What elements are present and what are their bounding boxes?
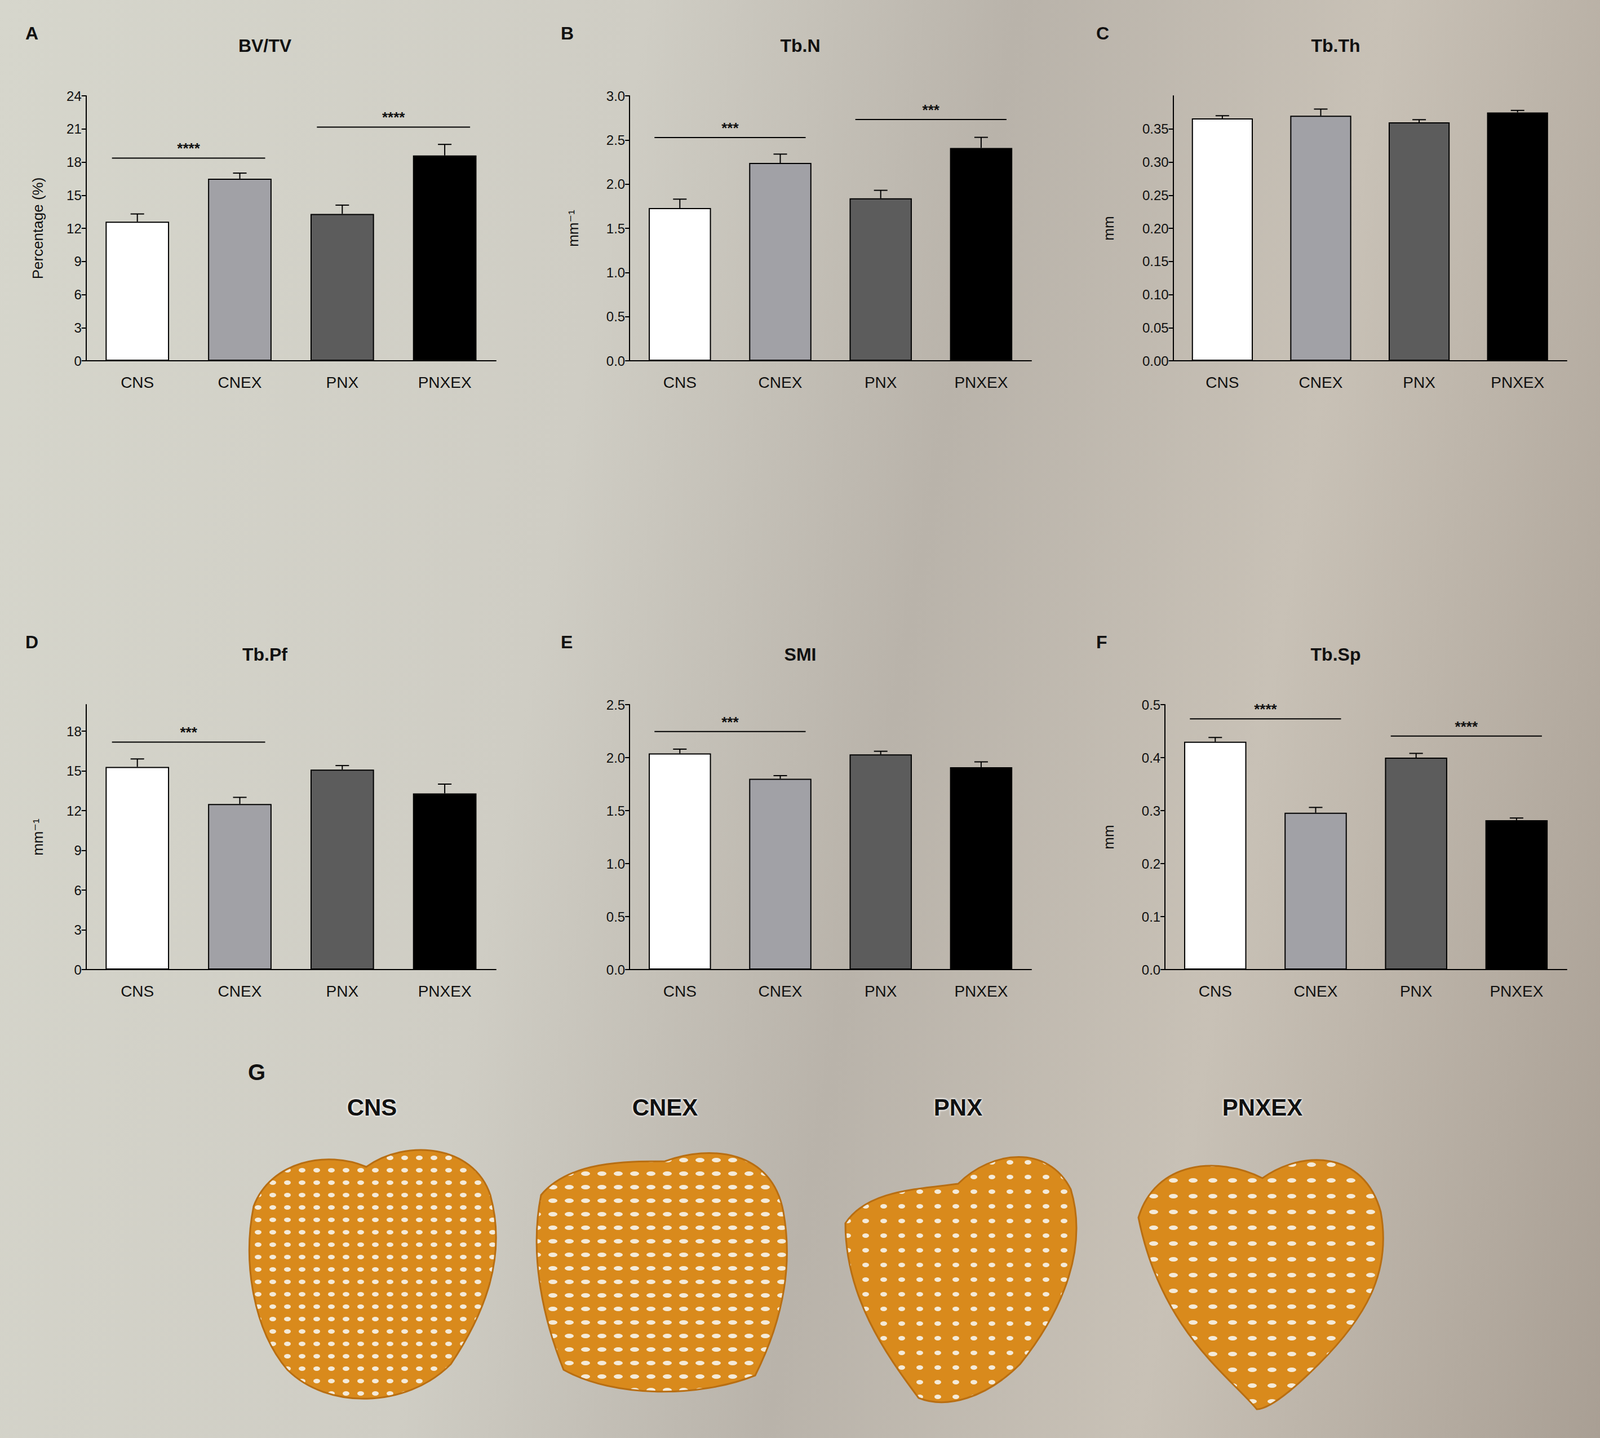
svg-text:CNEX: CNEX: [218, 373, 263, 392]
svg-text:0.25: 0.25: [1142, 187, 1169, 203]
svg-text:0.30: 0.30: [1142, 154, 1169, 170]
svg-text:1.0: 1.0: [606, 264, 626, 281]
svg-text:0: 0: [73, 962, 82, 978]
svg-text:CNEX: CNEX: [1299, 373, 1344, 392]
svg-text:B: B: [560, 23, 574, 44]
svg-text:***: ***: [721, 713, 739, 731]
svg-text:PNXEX: PNXEX: [954, 982, 1008, 1000]
svg-text:0.20: 0.20: [1142, 220, 1169, 237]
svg-text:Percentage (%): Percentage (%): [29, 177, 47, 280]
svg-text:1.0: 1.0: [606, 856, 626, 872]
svg-text:3: 3: [73, 320, 82, 336]
svg-text:Tb.Th: Tb.Th: [1310, 35, 1360, 56]
svg-text:12: 12: [66, 803, 82, 819]
svg-text:CNS: CNS: [120, 982, 154, 1000]
svg-text:***: ***: [721, 119, 739, 137]
svg-text:E: E: [560, 631, 573, 653]
svg-text:3.0: 3.0: [606, 88, 626, 104]
svg-text:****: ****: [1455, 717, 1479, 735]
html-text:G: G: [247, 1059, 266, 1085]
svg-text:0.5: 0.5: [1141, 697, 1161, 713]
svg-text:CNS: CNS: [1205, 373, 1239, 392]
svg-text:CNS: CNS: [663, 982, 697, 1000]
svg-text:PNXEX: PNXEX: [418, 982, 472, 1000]
svg-text:****: ****: [382, 108, 406, 126]
svg-text:PNXEX: PNXEX: [954, 373, 1008, 392]
svg-text:0.0: 0.0: [1141, 962, 1161, 978]
svg-text:PNX: PNX: [864, 373, 898, 392]
svg-text:PNXEX: PNXEX: [1489, 982, 1544, 1000]
svg-text:0.2: 0.2: [1141, 856, 1161, 872]
svg-text:mm⁻¹: mm⁻¹: [564, 209, 582, 247]
svg-text:0.5: 0.5: [606, 909, 626, 925]
svg-text:BV/TV: BV/TV: [238, 35, 292, 56]
svg-text:****: ****: [176, 139, 201, 157]
svg-text:18: 18: [66, 154, 82, 170]
svg-text:0.1: 0.1: [1141, 909, 1161, 925]
svg-text:2.0: 2.0: [606, 750, 626, 766]
svg-text:2.0: 2.0: [606, 176, 626, 192]
svg-text:PNX: PNX: [864, 982, 898, 1000]
svg-text:D: D: [25, 631, 39, 653]
svg-text:24: 24: [66, 88, 82, 104]
svg-text:PNX: PNX: [1402, 373, 1436, 392]
svg-text:0.15: 0.15: [1142, 253, 1169, 269]
svg-text:0.05: 0.05: [1142, 320, 1169, 336]
svg-text:CNS: CNS: [663, 373, 697, 392]
svg-text:C: C: [1096, 23, 1110, 44]
svg-text:2.5: 2.5: [606, 697, 626, 713]
svg-text:0.00: 0.00: [1142, 353, 1169, 369]
svg-text:PNX: PNX: [326, 373, 359, 392]
svg-text:Tb.Sp: Tb.Sp: [1310, 644, 1362, 665]
svg-text:6: 6: [73, 882, 82, 898]
svg-text:CNEX: CNEX: [1293, 982, 1338, 1000]
svg-text:18: 18: [66, 723, 82, 739]
svg-text:PNXEX: PNXEX: [418, 373, 472, 392]
svg-text:3: 3: [73, 922, 82, 938]
svg-text:0.4: 0.4: [1141, 750, 1161, 766]
svg-text:15: 15: [66, 187, 82, 203]
svg-text:0.35: 0.35: [1142, 121, 1169, 137]
html-text:PNX: PNX: [933, 1093, 983, 1121]
svg-text:F: F: [1096, 631, 1108, 653]
svg-text:1.5: 1.5: [606, 220, 626, 237]
svg-text:mm⁻¹: mm⁻¹: [29, 818, 47, 856]
svg-text:0.0: 0.0: [606, 353, 626, 369]
svg-text:CNEX: CNEX: [218, 982, 263, 1000]
svg-text:mm: mm: [1100, 215, 1118, 241]
svg-text:A: A: [25, 23, 39, 44]
svg-text:0.10: 0.10: [1142, 286, 1169, 303]
svg-text:PNX: PNX: [326, 982, 359, 1000]
svg-text:1.5: 1.5: [606, 803, 626, 819]
svg-text:mm: mm: [1100, 824, 1118, 849]
svg-text:CNS: CNS: [1198, 982, 1232, 1000]
svg-text:PNXEX: PNXEX: [1490, 373, 1545, 392]
svg-text:21: 21: [66, 121, 82, 137]
svg-text:0: 0: [73, 353, 82, 369]
svg-text:9: 9: [73, 842, 82, 858]
svg-text:SMI: SMI: [784, 644, 817, 665]
svg-text:6: 6: [73, 286, 82, 303]
html-text:CNEX: CNEX: [632, 1093, 698, 1121]
svg-text:0.3: 0.3: [1141, 803, 1161, 819]
svg-text:0.0: 0.0: [606, 962, 626, 978]
svg-text:12: 12: [66, 220, 82, 237]
svg-text:15: 15: [66, 763, 82, 779]
svg-text:CNS: CNS: [120, 373, 154, 392]
svg-text:***: ***: [179, 723, 198, 741]
svg-text:9: 9: [73, 253, 82, 269]
svg-text:***: ***: [922, 101, 941, 119]
svg-text:PNX: PNX: [1399, 982, 1433, 1000]
html-text:PNXEX: PNXEX: [1222, 1093, 1303, 1121]
svg-text:****: ****: [1253, 700, 1278, 718]
svg-text:0.5: 0.5: [606, 308, 626, 325]
svg-text:Tb.Pf: Tb.Pf: [242, 644, 288, 665]
svg-text:CNEX: CNEX: [758, 982, 803, 1000]
svg-text:Tb.N: Tb.N: [779, 35, 821, 56]
svg-text:CNEX: CNEX: [758, 373, 803, 392]
svg-text:2.5: 2.5: [606, 132, 626, 148]
html-text:CNS: CNS: [346, 1093, 397, 1121]
